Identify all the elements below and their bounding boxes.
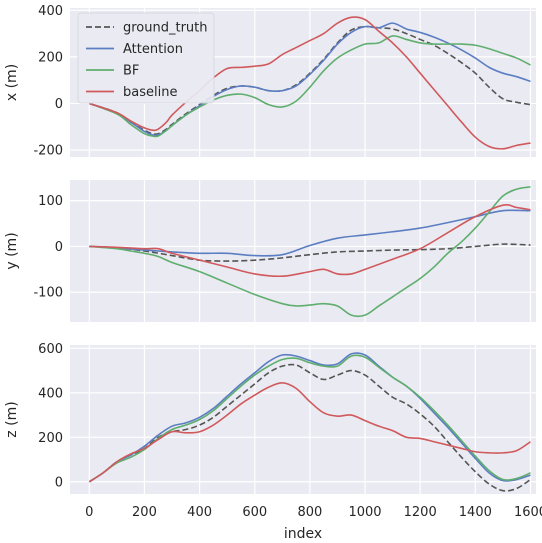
y-tick-label: 0 xyxy=(55,475,63,490)
legend-box xyxy=(77,12,215,104)
y-tick-label: -200 xyxy=(33,144,63,159)
x-tick-label: 1400 xyxy=(459,505,492,520)
legend-label-bf: BF xyxy=(123,64,139,79)
series-line-baseline xyxy=(89,16,531,150)
legend: ground_truth Attention BF baseline xyxy=(77,12,215,104)
x-tick-label: 400 xyxy=(187,505,212,520)
series-line-ground-truth xyxy=(89,25,531,136)
panel-3: 0 200 400 600 z (m) 0 200 400 600 800 1000 1200 1400… xyxy=(4,342,542,520)
series-line-bf xyxy=(88,354,531,483)
x-tick-label: 0 xyxy=(85,505,93,520)
series-line-attention xyxy=(88,352,531,483)
series-line-baseline xyxy=(89,203,531,278)
y-tick-label: -100 xyxy=(33,286,63,301)
y-tick-label: 200 xyxy=(38,431,63,446)
y-axis-label: y (m) xyxy=(4,232,20,269)
x-tick-label: 800 xyxy=(297,505,322,520)
legend-label-baseline: baseline xyxy=(123,85,177,100)
series-group xyxy=(89,16,531,150)
panels: -200 0 200 400 x (m) -100 0 100 y (m) 0 200 400 600 z… xyxy=(4,4,542,520)
y-axis-label: x (m) xyxy=(4,64,20,101)
panel-2: -100 0 100 y (m) xyxy=(4,180,536,322)
y-tick-label: 600 xyxy=(38,342,63,357)
y-tick-label: 400 xyxy=(38,4,63,19)
y-tick-label: 400 xyxy=(38,386,63,401)
series-group xyxy=(88,352,531,492)
y-tick-label: 0 xyxy=(55,97,63,112)
x-axis-label: index xyxy=(284,526,322,542)
y-tick-label: 200 xyxy=(38,50,63,65)
y-tick-label: 100 xyxy=(38,194,63,209)
x-tick-label: 600 xyxy=(242,505,267,520)
series-line-bf xyxy=(89,35,531,138)
series-line-bf xyxy=(89,186,531,318)
x-tick-label: 200 xyxy=(132,505,157,520)
x-tick-label: 1200 xyxy=(404,505,437,520)
y-tick-label: 0 xyxy=(55,240,63,255)
series-line-attention xyxy=(89,209,531,257)
plot-background xyxy=(70,345,536,494)
x-tick-label: 1600 xyxy=(514,505,542,520)
y-axis-label: z (m) xyxy=(4,401,20,437)
legend-label-ground-truth: ground_truth xyxy=(123,21,208,36)
series-line-ground-truth xyxy=(89,243,531,262)
legend-label-attention: Attention xyxy=(123,42,183,57)
x-tick-label: 1000 xyxy=(348,505,381,520)
series-line-baseline xyxy=(88,382,531,483)
series-group xyxy=(89,186,531,318)
